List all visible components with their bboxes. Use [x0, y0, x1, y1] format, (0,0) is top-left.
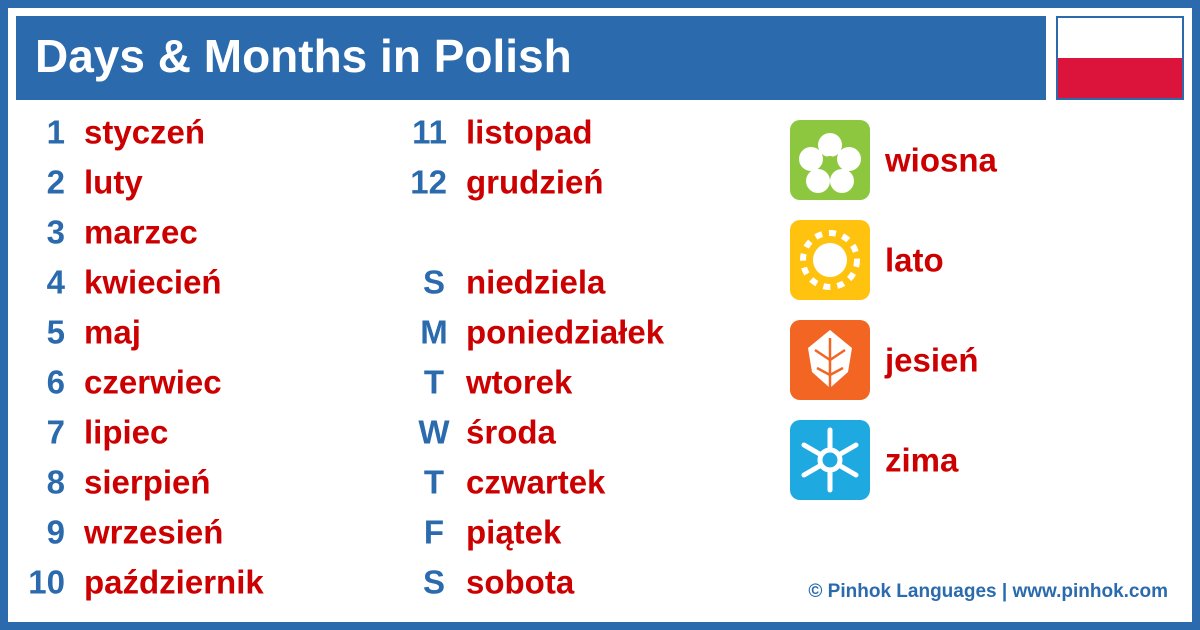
- month-number: 12: [410, 164, 447, 201]
- day-name: środa: [466, 414, 557, 451]
- month-name: kwiecień: [84, 264, 222, 301]
- day-letter: F: [424, 514, 444, 551]
- month-name: czerwiec: [84, 364, 222, 401]
- day-name: czwartek: [466, 464, 606, 501]
- month-name: wrzesień: [83, 514, 223, 551]
- day-letter: S: [423, 564, 445, 601]
- month-number: 4: [47, 264, 66, 301]
- month-number: 8: [47, 464, 65, 501]
- month-number: 11: [412, 114, 447, 151]
- month-number: 3: [47, 214, 65, 251]
- month-name: luty: [84, 164, 143, 201]
- month-number: 9: [47, 514, 65, 551]
- month-number: 5: [47, 314, 65, 351]
- flag-white: [1058, 18, 1182, 58]
- season-name: lato: [885, 242, 944, 279]
- month-number: 2: [47, 164, 65, 201]
- month-name: sierpień: [84, 464, 211, 501]
- flag-red: [1058, 58, 1182, 98]
- title: Days & Months in Polish: [35, 30, 572, 82]
- day-letter: T: [424, 364, 444, 401]
- leaf: [808, 330, 852, 392]
- day-name: sobota: [466, 564, 575, 601]
- day-letter: W: [418, 414, 450, 451]
- footer-credit: © Pinhok Languages | www.pinhok.com: [808, 581, 1168, 602]
- season-name: zima: [885, 442, 959, 479]
- snowflake: [801, 427, 859, 493]
- day-name: piątek: [466, 514, 562, 551]
- season-name: jesień: [884, 342, 979, 379]
- flag: [1056, 16, 1184, 100]
- day-name: niedziela: [466, 264, 606, 301]
- month-number: 6: [47, 364, 65, 401]
- month-name: październik: [84, 564, 264, 601]
- month-name: marzec: [84, 214, 198, 251]
- season-icons: [790, 120, 870, 500]
- month-number: 10: [28, 564, 65, 601]
- month-name: grudzień: [466, 164, 604, 201]
- title-bar: [16, 16, 1046, 100]
- month-number: 7: [47, 414, 65, 451]
- day-letter: S: [423, 264, 445, 301]
- day-name: wtorek: [465, 364, 573, 401]
- panel: [8, 8, 1192, 622]
- flower: [799, 133, 861, 193]
- month-name: lipiec: [84, 414, 168, 451]
- day-name: poniedziałek: [466, 314, 665, 351]
- month-name: styczeń: [84, 114, 205, 151]
- month-name: listopad: [466, 114, 593, 151]
- season-name: wiosna: [884, 142, 998, 179]
- day-letter: M: [420, 314, 448, 351]
- month-number: 1: [47, 114, 65, 151]
- day-letter: T: [424, 464, 444, 501]
- month-name: maj: [84, 314, 141, 351]
- sun: [800, 230, 860, 290]
